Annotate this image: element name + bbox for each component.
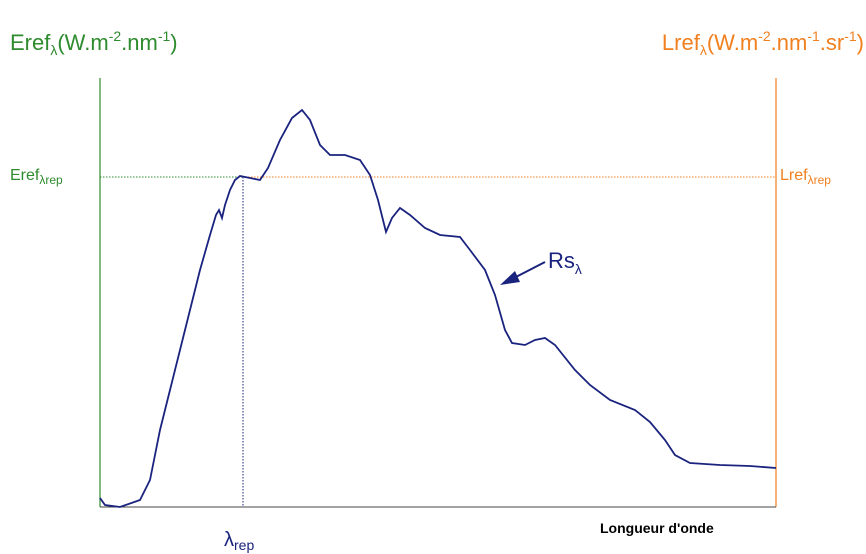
curve-label: Rsλ — [548, 248, 582, 277]
left-marker-label: Erefλrep — [10, 167, 63, 187]
wavelength-marker-label: λrep — [224, 529, 254, 553]
curve-arrow — [511, 261, 546, 280]
spectrum-curve — [99, 108, 777, 508]
curve-arrow-head — [500, 271, 520, 285]
right-axis-label: Lrefλ(W.m-2.nm-1.sr-1) — [662, 28, 864, 58]
right-marker-label: Lrefλrep — [780, 167, 831, 187]
left-axis-label: Erefλ(W.m-2.nm-1) — [10, 28, 178, 58]
x-axis-label: Longueur d'onde — [600, 520, 714, 536]
